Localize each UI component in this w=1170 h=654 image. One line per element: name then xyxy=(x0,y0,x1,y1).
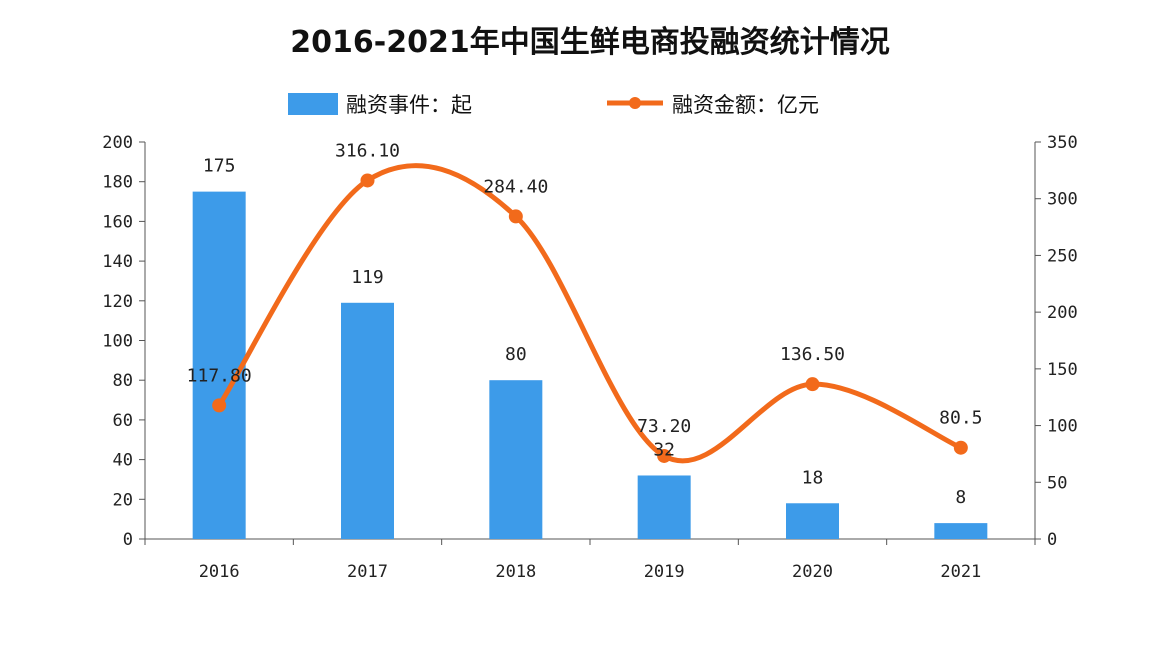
left-tick-label: 20 xyxy=(113,490,133,510)
line-series xyxy=(217,163,962,464)
bar xyxy=(489,380,543,539)
right-tick-label: 250 xyxy=(1047,246,1078,266)
bar xyxy=(786,503,839,539)
line-label: 117.80 xyxy=(187,365,252,386)
x-tick-label: 2019 xyxy=(644,562,685,582)
x-tick-label: 2017 xyxy=(347,562,388,582)
right-tick-label: 0 xyxy=(1047,530,1057,550)
line-label: 80.5 xyxy=(939,408,982,429)
legend-line-marker xyxy=(629,97,641,109)
line-point xyxy=(508,209,523,224)
x-tick-label: 2018 xyxy=(495,562,536,582)
legend: 融资事件：起 融资金额：亿元 xyxy=(288,93,819,117)
left-tick-label: 160 xyxy=(102,212,133,232)
line-label: 284.40 xyxy=(483,176,548,197)
line-label: 73.20 xyxy=(637,416,691,437)
bar xyxy=(934,523,988,539)
bar xyxy=(341,302,394,539)
bar-label: 119 xyxy=(351,267,384,288)
left-tick-label: 80 xyxy=(113,371,133,391)
legend-line-label: 融资金额：亿元 xyxy=(672,93,819,117)
chart-title: 2016-2021年中国生鲜电商投融资统计情况 xyxy=(290,25,889,60)
bar xyxy=(192,191,246,539)
legend-bar-label: 融资事件：起 xyxy=(346,93,472,117)
right-tick-label: 50 xyxy=(1047,473,1067,493)
right-tick-label: 350 xyxy=(1047,133,1078,153)
bar-label: 8 xyxy=(955,487,966,508)
left-tick-label: 60 xyxy=(113,411,133,431)
legend-bar-swatch xyxy=(288,93,338,115)
left-tick-label: 140 xyxy=(102,252,133,272)
bar xyxy=(637,475,691,539)
left-tick-label: 200 xyxy=(102,133,133,153)
x-tick-label: 2021 xyxy=(940,562,981,582)
bar-label: 80 xyxy=(505,344,527,365)
bar-label: 32 xyxy=(653,439,675,460)
bar-label: 18 xyxy=(802,467,824,488)
line-point xyxy=(953,440,968,455)
bar-label: 175 xyxy=(203,156,236,177)
line-label: 136.50 xyxy=(780,344,845,365)
right-tick-label: 100 xyxy=(1047,417,1078,437)
line-point xyxy=(657,448,672,463)
line-point xyxy=(805,377,820,392)
x-tick-label: 2020 xyxy=(792,562,833,582)
line-label: 316.10 xyxy=(335,140,400,161)
right-tick-label: 200 xyxy=(1047,303,1078,323)
line-point xyxy=(360,173,375,188)
left-tick-label: 180 xyxy=(102,173,133,193)
left-tick-label: 100 xyxy=(102,332,133,352)
x-tick-label: 2016 xyxy=(199,562,240,582)
left-tick-label: 40 xyxy=(113,451,133,471)
left-tick-label: 0 xyxy=(123,530,133,550)
left-tick-label: 120 xyxy=(102,292,133,312)
line-point xyxy=(212,398,227,413)
right-tick-label: 150 xyxy=(1047,360,1078,380)
right-tick-label: 300 xyxy=(1047,190,1078,210)
